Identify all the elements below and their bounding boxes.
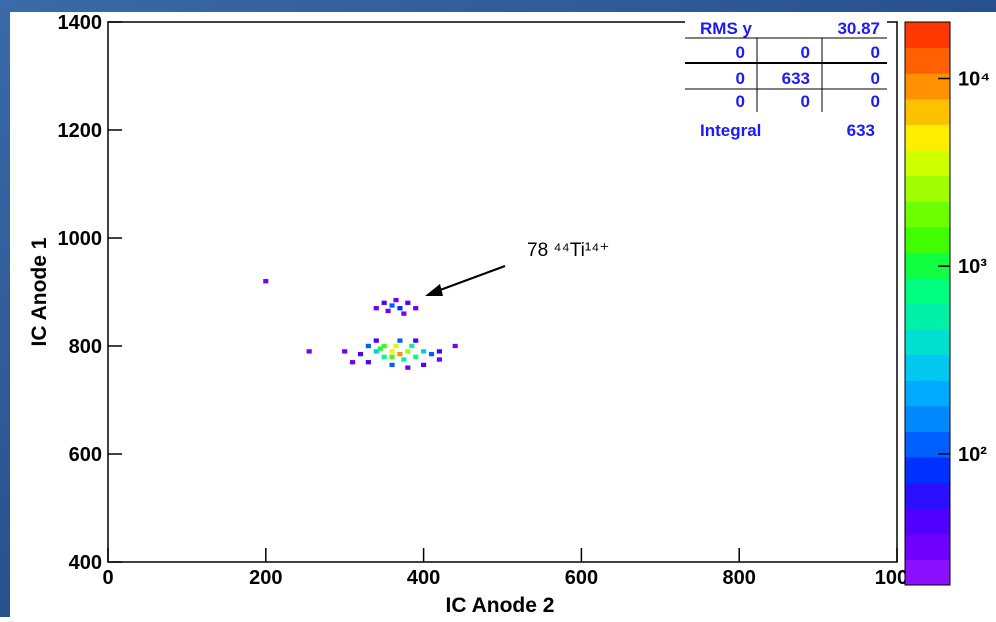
palette-band <box>905 226 950 253</box>
palette-band <box>905 508 950 535</box>
palette-band <box>905 380 950 407</box>
z-tick-label: 10⁴ <box>958 68 990 90</box>
palette-band <box>905 277 950 304</box>
heatmap-cell <box>413 338 419 343</box>
stats-value: 30.87 <box>837 19 880 38</box>
palette-band <box>905 73 950 100</box>
z-tick-label: 10³ <box>958 256 987 278</box>
stats-cell: 0 <box>871 69 880 88</box>
y-tick-label: 600 <box>69 444 102 466</box>
palette-band <box>905 303 950 330</box>
palette-frame <box>904 21 951 586</box>
palette-band <box>905 47 950 74</box>
heatmap-cell <box>393 297 399 303</box>
x-tick-label: 200 <box>249 567 282 589</box>
stats-box: RMS y 30.87 Integral 633 <box>685 18 887 144</box>
heatmap-cell <box>397 338 403 343</box>
y-axis-title: IC Anode 1 <box>28 237 51 346</box>
heatmap-cell <box>413 306 419 311</box>
heatmap-cell <box>373 306 379 311</box>
heatmap-cell <box>389 349 395 354</box>
stats-cell: 0 <box>801 92 810 111</box>
z-tick-label: 10² <box>958 444 987 466</box>
heatmap-cell <box>401 357 407 362</box>
stats-label: RMS y <box>700 19 753 38</box>
x-tick-label: 600 <box>565 567 598 589</box>
palette-band <box>905 98 950 125</box>
heatmap-cell <box>436 357 442 362</box>
stats-cell: 0 <box>736 92 745 111</box>
heatmap-cell <box>421 349 427 354</box>
heatmap-cell <box>373 338 379 343</box>
palette-band <box>905 149 950 177</box>
stats-value: 633 <box>847 121 875 140</box>
y-tick-label: 400 <box>69 552 102 574</box>
palette-band <box>905 533 950 560</box>
stats-cell: 0 <box>871 43 880 62</box>
palette-band <box>905 482 950 509</box>
y-tick-label: 1200 <box>58 120 103 142</box>
heatmap-cell <box>436 349 442 354</box>
heatmap-cell <box>409 343 415 349</box>
heatmap-cell <box>405 349 411 354</box>
heatmap-cell <box>365 343 371 349</box>
x-tick-label: 400 <box>407 567 440 589</box>
heatmap-cell <box>401 311 407 316</box>
heatmap-cell <box>397 306 403 311</box>
heatmap-cell <box>381 354 387 359</box>
y-tick-label: 1400 <box>58 12 103 34</box>
x-tick-label: 800 <box>723 567 756 589</box>
heatmap-cell <box>428 351 435 357</box>
palette-band <box>905 354 950 381</box>
heatmap-cell <box>405 365 411 370</box>
stats-cell: 0 <box>801 43 810 62</box>
palette-band <box>905 559 950 586</box>
heatmap-cell <box>381 343 387 349</box>
heatmap-cell <box>365 360 371 365</box>
palette-band <box>905 405 950 432</box>
heatmap-cell <box>389 303 395 308</box>
heatmap-cell <box>350 360 356 365</box>
heatmap-cell <box>357 351 364 357</box>
x-tick-label: 0 <box>102 567 113 589</box>
palette-band <box>905 201 950 228</box>
palette-band <box>905 124 950 151</box>
heatmap-cell <box>397 351 403 357</box>
stats-cell: 633 <box>782 69 810 88</box>
heatmap-cell <box>385 308 391 314</box>
stats-cell: 0 <box>736 43 745 62</box>
y-tick-label: 800 <box>69 336 102 358</box>
heatmap-cell <box>393 343 399 349</box>
palette-band <box>905 457 950 484</box>
palette-band <box>905 175 950 202</box>
x-axis-title: IC Anode 2 <box>446 594 555 617</box>
palette-band <box>905 252 950 279</box>
heatmap-cell <box>452 343 458 349</box>
stats-label: Integral <box>700 121 761 140</box>
palette-band <box>905 22 950 49</box>
palette-band <box>905 329 950 356</box>
heatmap-cell <box>405 300 411 305</box>
heatmap-cell <box>389 362 395 368</box>
y-tick-label: 1000 <box>58 228 103 250</box>
heatmap-cell <box>306 349 312 354</box>
stats-cell: 0 <box>736 69 745 88</box>
heatmap-cell <box>377 346 383 351</box>
heatmap-cell <box>421 362 427 368</box>
annotation-arrow <box>431 265 506 294</box>
heatmap-cell <box>389 354 395 359</box>
heatmap-cell <box>413 354 419 359</box>
stats-background <box>685 18 887 144</box>
heatmap-cell <box>373 349 379 354</box>
heatmap-cell <box>381 300 387 305</box>
heatmap-cell <box>263 279 269 284</box>
annotation: 78 ⁴⁴Ti¹⁴⁺ <box>527 240 609 261</box>
heatmap-cell <box>342 349 348 354</box>
stats-cell: 0 <box>871 92 880 111</box>
arrow-head <box>425 284 443 296</box>
